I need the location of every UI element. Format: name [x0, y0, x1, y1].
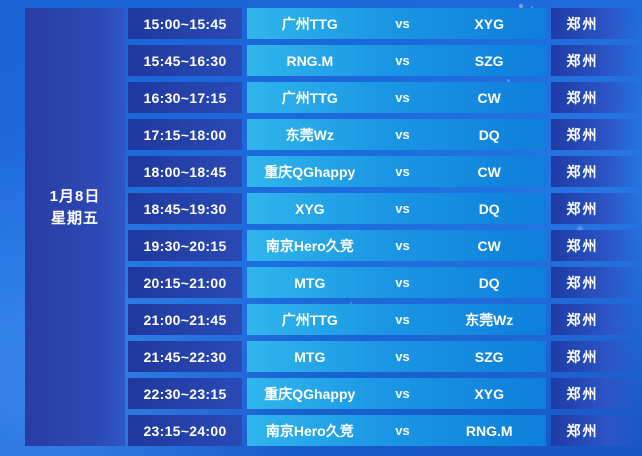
schedule-row[interactable]: 15:00~15:45 广州TTG vs XYG 郑州: [128, 8, 642, 39]
team1-name: 南京Hero久竞: [265, 237, 354, 254]
time-slot: 20:15~21:00: [128, 267, 242, 298]
time-slot: 21:45~22:30: [128, 341, 242, 372]
match-band: 南京Hero久竞 vs RNG.M: [247, 415, 546, 446]
time-slot: 22:30~23:15: [128, 378, 242, 409]
team2-name: SZG: [474, 348, 504, 365]
team1-name: 广州TTG: [281, 15, 338, 32]
team2-name: DQ: [478, 126, 500, 143]
team2-name: CW: [477, 89, 501, 106]
team2-name: CW: [477, 237, 501, 254]
match-band: 东莞Wz vs DQ: [247, 119, 546, 150]
schedule-row[interactable]: 20:15~21:00 MTG vs DQ 郑州: [128, 267, 642, 298]
team1-name: 广州TTG: [281, 311, 338, 328]
vs-label: vs: [395, 127, 410, 142]
schedule-row[interactable]: 18:00~18:45 重庆QGhappy vs CW 郑州: [128, 156, 642, 187]
venue-city: 郑州: [551, 119, 642, 150]
team2-name: 东莞Wz: [465, 311, 514, 328]
time-slot: 18:45~19:30: [128, 193, 242, 224]
time-slot: 17:15~18:00: [128, 119, 242, 150]
schedule-row[interactable]: 21:45~22:30 MTG vs SZG 郑州: [128, 341, 642, 372]
match-band: 广州TTG vs XYG: [247, 8, 546, 39]
schedule-row[interactable]: 15:45~16:30 RNG.M vs SZG 郑州: [128, 45, 642, 76]
match-band: 重庆QGhappy vs CW: [247, 156, 546, 187]
vs-label: vs: [395, 386, 410, 401]
venue-city: 郑州: [551, 8, 642, 39]
team1-name: 广州TTG: [281, 89, 338, 106]
venue-city: 郑州: [551, 378, 642, 409]
venue-city: 郑州: [551, 267, 642, 298]
team2-name: DQ: [478, 200, 500, 217]
team1-name: 重庆QGhappy: [264, 385, 356, 402]
match-band: MTG vs SZG: [247, 341, 546, 372]
vs-label: vs: [395, 312, 410, 327]
time-slot: 19:30~20:15: [128, 230, 242, 261]
team2-name: SZG: [474, 52, 504, 69]
match-band: RNG.M vs SZG: [247, 45, 546, 76]
match-band: XYG vs DQ: [247, 193, 546, 224]
team1-name: MTG: [294, 348, 326, 365]
team2-name: DQ: [478, 274, 500, 291]
venue-city: 郑州: [551, 230, 642, 261]
schedule-row[interactable]: 17:15~18:00 东莞Wz vs DQ 郑州: [128, 119, 642, 150]
team2-name: CW: [477, 163, 501, 180]
vs-label: vs: [395, 349, 410, 364]
venue-city: 郑州: [551, 304, 642, 335]
vs-label: vs: [395, 164, 410, 179]
team1-name: 东莞Wz: [285, 126, 334, 143]
date-text-block: 1月8日 星期五: [50, 186, 101, 230]
vs-label: vs: [395, 53, 410, 68]
time-slot: 18:00~18:45: [128, 156, 242, 187]
schedule-rows: 15:00~15:45 广州TTG vs XYG 郑州 15:45~16:30 …: [128, 8, 642, 446]
team2-name: XYG: [474, 385, 504, 402]
venue-city: 郑州: [551, 415, 642, 446]
vs-label: vs: [395, 16, 410, 31]
time-slot: 15:45~16:30: [128, 45, 242, 76]
date-panel: 1月8日 星期五: [25, 8, 125, 446]
schedule-row[interactable]: 22:30~23:15 重庆QGhappy vs XYG 郑州: [128, 378, 642, 409]
time-slot: 15:00~15:45: [128, 8, 242, 39]
venue-city: 郑州: [551, 156, 642, 187]
date-label: 1月8日: [49, 188, 101, 205]
match-band: 广州TTG vs 东莞Wz: [247, 304, 546, 335]
match-band: 重庆QGhappy vs XYG: [247, 378, 546, 409]
vs-label: vs: [395, 90, 410, 105]
time-slot: 16:30~17:15: [128, 82, 242, 113]
team1-name: RNG.M: [286, 52, 334, 69]
venue-city: 郑州: [551, 45, 642, 76]
match-band: 南京Hero久竞 vs CW: [247, 230, 546, 261]
venue-city: 郑州: [551, 341, 642, 372]
schedule-row[interactable]: 23:15~24:00 南京Hero久竞 vs RNG.M 郑州: [128, 415, 642, 446]
weekday-label: 星期五: [50, 210, 99, 227]
schedule-row[interactable]: 19:30~20:15 南京Hero久竞 vs CW 郑州: [128, 230, 642, 261]
team2-name: XYG: [474, 15, 504, 32]
schedule-row[interactable]: 18:45~19:30 XYG vs DQ 郑州: [128, 193, 642, 224]
vs-label: vs: [395, 201, 410, 216]
time-slot: 21:00~21:45: [128, 304, 242, 335]
team1-name: XYG: [295, 200, 325, 217]
venue-city: 郑州: [551, 82, 642, 113]
match-band: 广州TTG vs CW: [247, 82, 546, 113]
vs-label: vs: [395, 275, 410, 290]
vs-label: vs: [395, 423, 410, 438]
team1-name: MTG: [294, 274, 326, 291]
schedule-row[interactable]: 21:00~21:45 广州TTG vs 东莞Wz 郑州: [128, 304, 642, 335]
team2-name: RNG.M: [465, 422, 513, 439]
schedule-row[interactable]: 16:30~17:15 广州TTG vs CW 郑州: [128, 82, 642, 113]
vs-label: vs: [395, 238, 410, 253]
match-band: MTG vs DQ: [247, 267, 546, 298]
team1-name: 重庆QGhappy: [264, 163, 356, 180]
team1-name: 南京Hero久竞: [265, 422, 354, 439]
venue-city: 郑州: [551, 193, 642, 224]
time-slot: 23:15~24:00: [128, 415, 242, 446]
